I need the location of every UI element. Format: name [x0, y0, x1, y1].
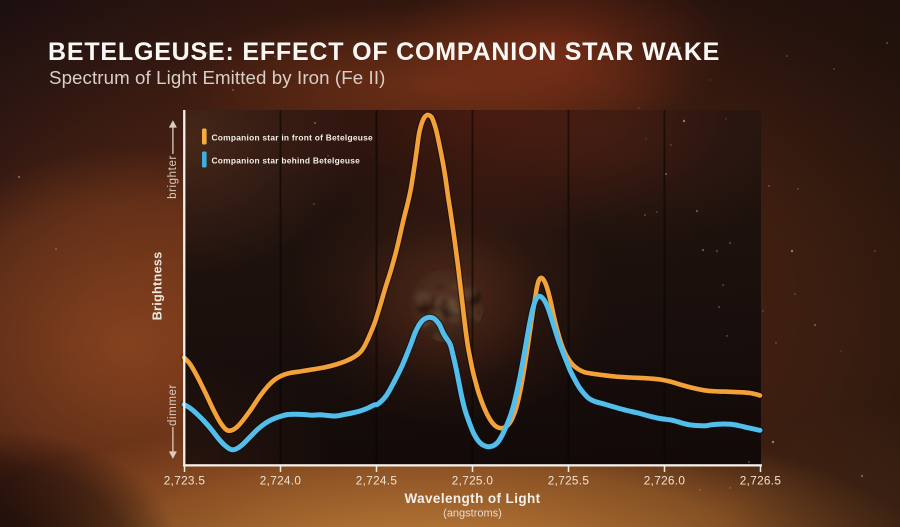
svg-text:Companion star behind Betelgeu: Companion star behind Betelgeuse	[212, 155, 361, 165]
svg-text:2,723.5: 2,723.5	[164, 474, 206, 488]
svg-text:2,726.0: 2,726.0	[644, 474, 686, 488]
svg-text:2,724.5: 2,724.5	[356, 474, 398, 488]
svg-text:(angstroms): (angstroms)	[443, 508, 502, 520]
svg-text:Brightness: Brightness	[149, 252, 164, 321]
svg-text:dimmer: dimmer	[167, 384, 179, 426]
svg-text:2,726.5: 2,726.5	[740, 474, 782, 488]
svg-text:brighter: brighter	[167, 155, 179, 199]
svg-text:2,724.0: 2,724.0	[260, 474, 302, 488]
svg-text:Companion star in front of Bet: Companion star in front of Betelgeuse	[212, 133, 373, 143]
svg-text:Wavelength of Light: Wavelength of Light	[404, 491, 540, 506]
svg-text:2,725.0: 2,725.0	[452, 474, 494, 488]
svg-text:2,725.5: 2,725.5	[548, 474, 590, 488]
